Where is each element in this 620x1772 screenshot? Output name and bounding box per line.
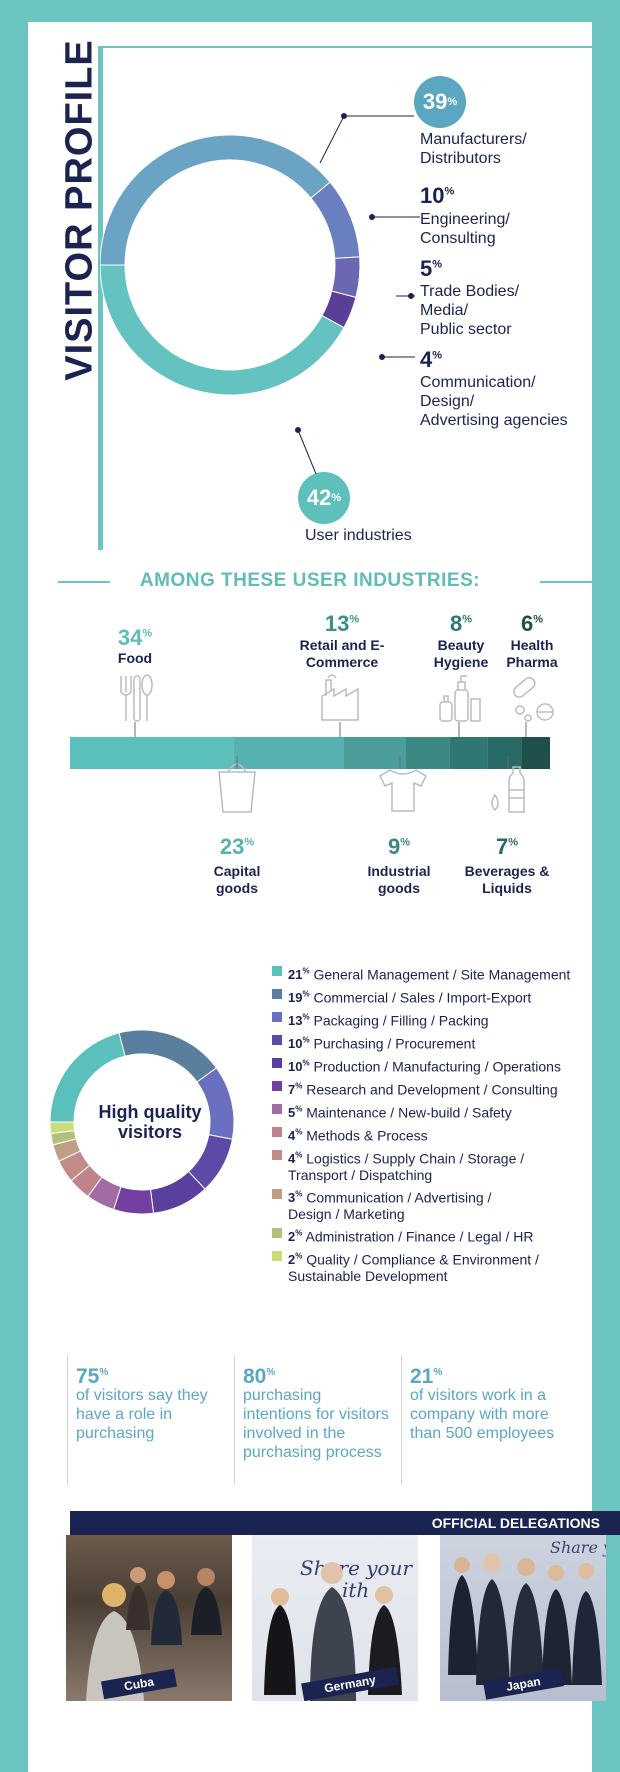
legend-swatch: [272, 989, 282, 999]
functions-slice-1: [118, 1030, 218, 1083]
svg-text:ith: ith: [342, 1578, 369, 1602]
profile-label-communication: Communication/ Design/ Advertising agenc…: [420, 374, 568, 429]
photo-cuba: Cuba: [66, 1535, 232, 1701]
pills-icon: [513, 676, 554, 722]
title-accent-bar: [98, 46, 103, 550]
industry-pct-industrial: 9%: [387, 834, 411, 859]
industry-label-beverages: Beverages & Liquids: [464, 863, 550, 896]
industry-bar-segment-5: [487, 737, 522, 769]
subhead-rule-left: [58, 581, 110, 583]
left-band: [0, 0, 28, 1772]
legend-swatch: [272, 1081, 282, 1091]
legend-swatch: [272, 1104, 282, 1114]
industry-bar-segment-6: [521, 737, 550, 769]
industries-heading: AMONG THESE USER INDUSTRIES:: [139, 570, 481, 591]
profile-slice-4: [100, 264, 345, 396]
industry-pct-retail: 13%: [324, 611, 360, 636]
industry-pct-health: 6%: [520, 611, 544, 636]
legend-swatch: [272, 966, 282, 976]
profile-badge-39: 39%: [414, 76, 466, 128]
profile-label-user-industries: User industries: [305, 527, 412, 544]
stat-purchasing-role: 75% of visitors say they have a role in …: [76, 1365, 208, 1442]
legend-swatch: [272, 1127, 282, 1137]
industry-bar-segment-0: [70, 737, 234, 769]
legend-swatch: [272, 1189, 282, 1199]
cutlery-icon: [120, 674, 153, 722]
profile-donut-chart: [100, 134, 361, 396]
profile-pct-10: 10%: [420, 183, 455, 208]
industry-pct-beverages: 7%: [495, 834, 519, 859]
industry-label-health: Health Pharma: [506, 637, 558, 670]
profile-pct-4: 4%: [420, 347, 443, 372]
tshirt-icon: [379, 769, 427, 812]
top-band: [0, 0, 620, 22]
right-band: [592, 0, 620, 1772]
industry-bar-segment-4: [449, 737, 488, 769]
stat-purchasing-intentions: 80% purchasing intentions for visitors i…: [243, 1365, 389, 1461]
industry-label-beauty: Beauty Hygiene: [433, 637, 489, 670]
legend-swatch: [272, 1228, 282, 1238]
industries-bar-chart: [70, 737, 550, 769]
profile-badge-42: 42%: [298, 472, 350, 524]
svg-text:Share your: Share your: [300, 1556, 413, 1580]
legend-swatch: [272, 1035, 282, 1045]
stat-divider: [401, 1355, 402, 1485]
industry-icons: [120, 674, 554, 813]
title-accent-line: [98, 46, 592, 48]
industry-connectors: [134, 722, 527, 769]
functions-donut-chart: [50, 1030, 235, 1215]
functions-center-label: High quality visitors: [98, 1102, 202, 1142]
legend-swatch: [272, 1058, 282, 1068]
industry-pct-capital: 23%: [219, 834, 255, 859]
industry-bar-segment-2: [343, 737, 406, 769]
industry-pct-food: 34%: [117, 625, 153, 650]
industry-label-food: Food: [117, 650, 153, 666]
stat-large-company: 21% of visitors work in a company with m…: [410, 1365, 555, 1442]
factory-icon: [321, 674, 359, 721]
profile-pct-42: 42: [306, 485, 332, 510]
industry-bar-segment-3: [406, 737, 450, 769]
profile-label-manufacturers: Manufacturers/ Distributors: [420, 131, 527, 167]
industry-label-industrial: Industrial goods: [367, 863, 431, 896]
profile-label-engineering: Engineering/ Consulting: [420, 211, 510, 247]
svg-text:Share your: Share your: [550, 1538, 606, 1557]
industry-label-retail: Retail and E-Commerce: [299, 637, 385, 670]
delegations-banner: OFFICIAL DELEGATIONS: [70, 1511, 620, 1535]
stat-divider: [234, 1355, 235, 1485]
profile-label-trade-bodies: Trade Bodies/ Media/ Public sector: [420, 283, 520, 338]
photo-japan-people: Share your: [448, 1538, 606, 1685]
profile-pct-5: 5%: [420, 256, 443, 281]
drop-bottle-icon: [491, 766, 525, 813]
profile-pct-39: 39: [422, 89, 448, 114]
legend-swatch: [272, 1251, 282, 1261]
photo-germany: Share your ith Germany: [252, 1535, 418, 1701]
functions-slice-11: [50, 1121, 76, 1135]
delegations-title: OFFICIAL DELEGATIONS: [431, 1515, 600, 1531]
industry-bar-segment-1: [233, 737, 344, 769]
industry-label-capital: Capital goods: [213, 863, 261, 896]
profile-leader-lines: [295, 113, 420, 475]
photo-japan: Share your Japan: [440, 1535, 606, 1701]
bag-icon: [218, 763, 256, 813]
legend-swatch: [272, 1012, 282, 1022]
industry-pct-beauty: 8%: [449, 611, 473, 636]
beauty-bottles-icon: [439, 675, 481, 722]
legend-swatch: [272, 1150, 282, 1160]
stat-divider: [67, 1355, 68, 1485]
subhead-rule-right: [540, 581, 592, 583]
